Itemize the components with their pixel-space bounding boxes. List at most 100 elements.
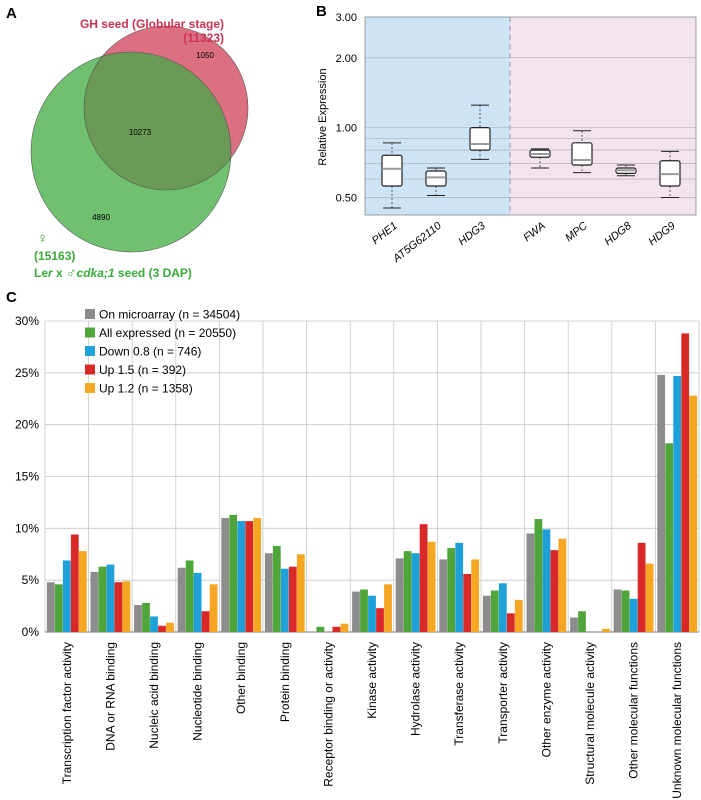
bar-x-tick-label: Transcription factor activity bbox=[60, 642, 74, 784]
legend-swatch bbox=[85, 327, 95, 338]
bar-x-tick-label: Other binding bbox=[234, 642, 248, 714]
bar bbox=[673, 375, 682, 632]
venn-set-ler-count: (15163) bbox=[34, 249, 75, 263]
legend-label: All expressed (n = 20550) bbox=[99, 326, 236, 340]
bar bbox=[245, 521, 254, 632]
bar bbox=[376, 608, 384, 632]
bar bbox=[272, 545, 281, 632]
bar bbox=[427, 541, 436, 632]
bar-x-tick-label: Receptor binding or activity bbox=[321, 642, 335, 787]
bar-x-tick-label: Transporter activity bbox=[496, 642, 510, 744]
bar bbox=[419, 524, 428, 632]
bar-y-tick-label: 30% bbox=[15, 314, 39, 328]
bar bbox=[316, 626, 325, 632]
bar bbox=[288, 566, 297, 632]
bar bbox=[602, 628, 610, 632]
bar bbox=[368, 595, 376, 632]
box-x-tick-label: HDG9 bbox=[646, 220, 677, 248]
box-x-tick-label: AT5G62110 bbox=[390, 219, 444, 265]
bar bbox=[558, 538, 567, 632]
venn-region-gh-only: 1050 bbox=[196, 51, 214, 60]
bar bbox=[526, 533, 535, 632]
bar bbox=[122, 581, 131, 632]
bar bbox=[645, 563, 654, 632]
legend-label: Up 1.2 (n = 1358) bbox=[99, 382, 193, 396]
bar-chart-panel: C 0% 5% 10% 15% 20% 25% 30% Transcription fact… bbox=[6, 289, 700, 799]
box-x-tick-label: FWA bbox=[521, 220, 547, 244]
bar bbox=[534, 519, 543, 632]
bar bbox=[98, 566, 107, 632]
bar bbox=[106, 564, 115, 632]
bar bbox=[550, 550, 559, 632]
bar bbox=[193, 572, 202, 632]
bar bbox=[482, 595, 491, 632]
bar bbox=[471, 559, 480, 632]
legend-label: Up 1.5 (n = 392) bbox=[99, 363, 186, 377]
bar bbox=[490, 590, 499, 632]
bar bbox=[613, 589, 622, 632]
bar bbox=[403, 551, 412, 632]
venn-diagram-panel: A GH seed (Globular stage) (11323) 1050 … bbox=[6, 5, 249, 280]
bar-x-tick-label: DNA or RNA binding bbox=[103, 642, 117, 751]
legend-swatch bbox=[85, 364, 95, 375]
bar bbox=[237, 521, 246, 632]
box-x-tick-label: HDG3 bbox=[456, 219, 488, 248]
bar bbox=[681, 333, 690, 632]
bar-x-tick-label: Unknown molecular functions bbox=[670, 642, 684, 799]
bar bbox=[90, 571, 99, 632]
legend-swatch bbox=[85, 309, 95, 319]
female-symbol-icon: ♀ bbox=[37, 230, 48, 247]
box-rect bbox=[571, 142, 593, 166]
bar-x-tick-label: Protein binding bbox=[278, 642, 292, 722]
box-y-axis-label: Relative Expression bbox=[317, 68, 329, 165]
bar-x-tick-label: Hydrolase activity bbox=[409, 642, 423, 736]
bar bbox=[264, 553, 273, 632]
bar-y-tick-label: 10% bbox=[15, 521, 39, 535]
bar bbox=[352, 591, 360, 632]
bar bbox=[62, 560, 71, 632]
bar bbox=[201, 611, 210, 632]
bar bbox=[150, 616, 158, 632]
box-y-tick-label: 3.00 bbox=[336, 12, 357, 24]
bar bbox=[360, 589, 368, 632]
panel-c-letter: C bbox=[6, 289, 17, 306]
venn-overlap-region bbox=[84, 52, 231, 190]
bar bbox=[637, 542, 646, 632]
bar bbox=[463, 573, 472, 632]
bar bbox=[70, 534, 79, 632]
bar bbox=[455, 542, 464, 632]
bar bbox=[166, 622, 174, 632]
box-rect bbox=[381, 154, 403, 187]
panel-b-letter: B bbox=[316, 3, 327, 20]
bar bbox=[439, 559, 448, 632]
venn-set-gh-name: GH seed (Globular stage) bbox=[80, 17, 224, 31]
bar bbox=[229, 514, 238, 632]
bar bbox=[221, 517, 230, 632]
bar-x-tick-label: Structural molecule activity bbox=[583, 642, 597, 785]
bar bbox=[296, 554, 305, 632]
bar-x-tick-label: Kinase activity bbox=[365, 642, 379, 719]
venn-region-ler-only: 4890 bbox=[92, 213, 110, 222]
venn-region-both: 10273 bbox=[129, 128, 152, 137]
legend-label: Down 0.8 (n = 746) bbox=[99, 345, 201, 359]
venn-set-gh-count: (11323) bbox=[183, 31, 224, 45]
bar bbox=[570, 617, 578, 632]
bar bbox=[506, 613, 515, 632]
venn-set-ler-name: Ler x ♂cdka;1 seed (3 DAP) bbox=[34, 264, 192, 280]
bar bbox=[621, 590, 630, 632]
bar bbox=[657, 374, 666, 632]
bar-x-tick-label: Nucleotide binding bbox=[191, 642, 205, 741]
bar bbox=[514, 599, 523, 632]
bar-x-tick-label: Transferase activity bbox=[452, 642, 466, 746]
bar bbox=[177, 567, 186, 632]
bar bbox=[384, 584, 392, 632]
box-rect bbox=[425, 170, 447, 187]
bar bbox=[54, 584, 63, 632]
box-y-tick-label: 2.00 bbox=[336, 53, 357, 65]
bar bbox=[689, 395, 698, 632]
bar-y-tick-label: 0% bbox=[22, 625, 40, 639]
bar-y-tick-label: 5% bbox=[22, 573, 40, 587]
legend-swatch bbox=[85, 346, 95, 356]
male-symbol-icon: ♂ bbox=[66, 264, 77, 280]
